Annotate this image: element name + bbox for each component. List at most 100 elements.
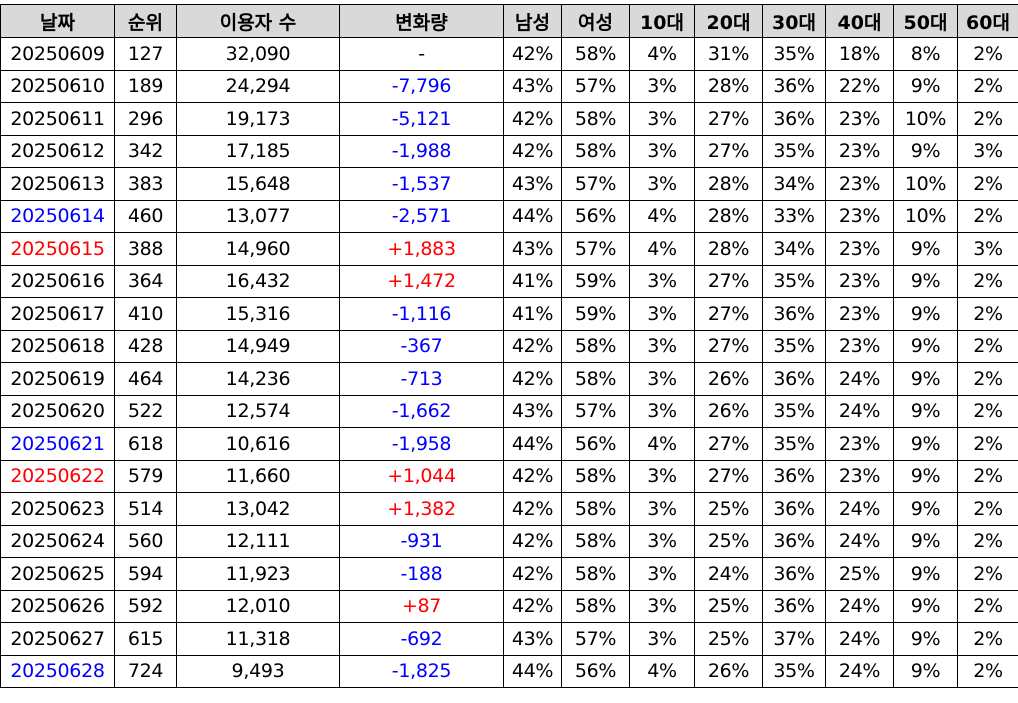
cell-age-10s: 3% — [629, 297, 695, 331]
cell-age-40s: 24% — [825, 622, 894, 656]
cell-users: 24,294 — [176, 69, 340, 103]
header-age-10s: 10대 — [629, 4, 695, 38]
table-row: 20250625 594 11,923 -188 42% 58% 3% 24% 36% 25% 9%… — [0, 557, 1018, 591]
cell-age-20s: 25% — [694, 589, 763, 623]
cell-age-60s: 2% — [957, 297, 1018, 331]
cell-male: 42% — [503, 459, 562, 493]
cell-age-40s: 23% — [825, 264, 894, 298]
cell-date: 20250622 — [0, 459, 115, 493]
cell-female: 58% — [561, 589, 630, 623]
cell-change: +1,472 — [339, 264, 504, 298]
cell-users: 9,493 — [176, 654, 340, 688]
cell-age-20s: 25% — [694, 492, 763, 526]
cell-age-30s: 36% — [762, 459, 826, 493]
cell-date: 20250628 — [0, 654, 115, 688]
cell-date: 20250627 — [0, 622, 115, 656]
cell-age-30s: 36% — [762, 102, 826, 136]
cell-age-50s: 9% — [893, 492, 958, 526]
cell-age-40s: 22% — [825, 69, 894, 103]
cell-age-10s: 3% — [629, 362, 695, 396]
cell-age-10s: 4% — [629, 199, 695, 233]
cell-age-60s: 2% — [957, 102, 1018, 136]
cell-change: -367 — [339, 329, 504, 363]
cell-change: +1,883 — [339, 232, 504, 266]
cell-date: 20250621 — [0, 427, 115, 461]
header-rank: 순위 — [114, 4, 177, 38]
cell-age-60s: 2% — [957, 654, 1018, 688]
cell-age-50s: 10% — [893, 199, 958, 233]
cell-age-10s: 3% — [629, 394, 695, 428]
cell-female: 58% — [561, 37, 630, 71]
cell-age-10s: 4% — [629, 654, 695, 688]
cell-date: 20250611 — [0, 102, 115, 136]
cell-age-30s: 33% — [762, 199, 826, 233]
cell-age-50s: 9% — [893, 362, 958, 396]
cell-female: 59% — [561, 264, 630, 298]
cell-age-20s: 28% — [694, 69, 763, 103]
cell-age-50s: 9% — [893, 69, 958, 103]
cell-age-60s: 2% — [957, 394, 1018, 428]
cell-date: 20250609 — [0, 37, 115, 71]
table-row: 20250615 388 14,960 +1,883 43% 57% 4% 28% 34% 23%… — [0, 232, 1018, 266]
cell-users: 12,574 — [176, 394, 340, 428]
cell-rank: 615 — [114, 622, 177, 656]
cell-users: 19,173 — [176, 102, 340, 136]
cell-age-40s: 24% — [825, 492, 894, 526]
cell-age-30s: 35% — [762, 654, 826, 688]
cell-age-50s: 10% — [893, 102, 958, 136]
header-age-50s: 50대 — [893, 4, 958, 38]
cell-age-20s: 28% — [694, 199, 763, 233]
cell-male: 43% — [503, 394, 562, 428]
cell-age-20s: 27% — [694, 134, 763, 168]
cell-age-30s: 35% — [762, 264, 826, 298]
cell-age-30s: 34% — [762, 232, 826, 266]
cell-rank: 296 — [114, 102, 177, 136]
cell-male: 43% — [503, 167, 562, 201]
cell-age-30s: 36% — [762, 362, 826, 396]
cell-age-10s: 3% — [629, 167, 695, 201]
cell-age-40s: 23% — [825, 232, 894, 266]
cell-age-30s: 34% — [762, 167, 826, 201]
cell-age-60s: 2% — [957, 589, 1018, 623]
cell-age-40s: 24% — [825, 654, 894, 688]
cell-age-30s: 35% — [762, 394, 826, 428]
cell-rank: 464 — [114, 362, 177, 396]
cell-age-20s: 27% — [694, 459, 763, 493]
cell-change: -188 — [339, 557, 504, 591]
table-row: 20250614 460 13,077 -2,571 44% 56% 4% 28% 33% 23%… — [0, 199, 1018, 233]
cell-age-20s: 27% — [694, 297, 763, 331]
cell-date: 20250615 — [0, 232, 115, 266]
cell-users: 13,042 — [176, 492, 340, 526]
cell-age-30s: 36% — [762, 492, 826, 526]
cell-female: 58% — [561, 524, 630, 558]
cell-date: 20250610 — [0, 69, 115, 103]
cell-female: 58% — [561, 362, 630, 396]
cell-female: 56% — [561, 199, 630, 233]
cell-age-50s: 9% — [893, 297, 958, 331]
table-row: 20250616 364 16,432 +1,472 41% 59% 3% 27% 35% 23%… — [0, 264, 1018, 298]
cell-male: 43% — [503, 622, 562, 656]
header-age-60s: 60대 — [957, 4, 1018, 38]
cell-age-40s: 23% — [825, 297, 894, 331]
cell-male: 44% — [503, 199, 562, 233]
cell-change: +87 — [339, 589, 504, 623]
cell-age-10s: 4% — [629, 232, 695, 266]
cell-age-10s: 4% — [629, 37, 695, 71]
cell-rank: 189 — [114, 69, 177, 103]
cell-age-20s: 28% — [694, 232, 763, 266]
cell-rank: 127 — [114, 37, 177, 71]
cell-change: -1,662 — [339, 394, 504, 428]
cell-age-40s: 23% — [825, 329, 894, 363]
table-row: 20250623 514 13,042 +1,382 42% 58% 3% 25% 36% 24%… — [0, 492, 1018, 526]
cell-rank: 342 — [114, 134, 177, 168]
cell-change: -1,958 — [339, 427, 504, 461]
cell-change: -1,116 — [339, 297, 504, 331]
header-male: 남성 — [503, 4, 562, 38]
cell-female: 57% — [561, 394, 630, 428]
cell-age-60s: 2% — [957, 492, 1018, 526]
cell-age-30s: 37% — [762, 622, 826, 656]
table-row: 20250622 579 11,660 +1,044 42% 58% 3% 27% 36% 23%… — [0, 459, 1018, 493]
cell-age-20s: 26% — [694, 362, 763, 396]
table-row: 20250619 464 14,236 -713 42% 58% 3% 26% 36% 24% 9%… — [0, 362, 1018, 396]
cell-age-60s: 2% — [957, 427, 1018, 461]
